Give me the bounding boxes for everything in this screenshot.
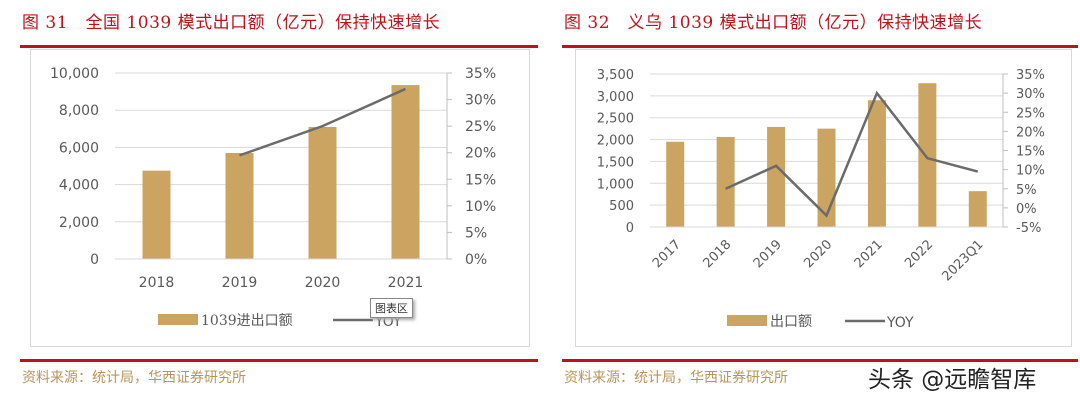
- x-axis-tick-label: 2020: [305, 275, 341, 291]
- title-divider: [20, 45, 538, 48]
- right-axis-tick-label: 35%: [1016, 68, 1045, 83]
- watermark: 头条 @远瞻智库: [868, 367, 1037, 393]
- right-axis-tick-label: 25%: [1016, 106, 1045, 121]
- bar: [867, 100, 886, 227]
- bar: [308, 126, 337, 259]
- bar: [918, 83, 937, 228]
- x-axis-tick-label: 2019: [751, 237, 785, 271]
- chart-title-31: 图 31 全国 1039 模式出口额（亿元）保持快速增长: [22, 13, 441, 33]
- source-divider: [562, 359, 1078, 362]
- left-axis-tick-label: 1,000: [597, 177, 634, 192]
- right-axis-tick-label: 5%: [465, 225, 487, 241]
- source-divider: [20, 359, 538, 362]
- x-axis-tick-label: 2017: [650, 237, 684, 271]
- right-axis-tick-label: -5%: [1016, 221, 1041, 236]
- bar: [391, 85, 420, 259]
- legend-line-label: YOY: [374, 314, 402, 330]
- x-axis-tick-label: 2021: [388, 275, 424, 291]
- legend-bar-label: 出口额: [770, 314, 812, 330]
- x-axis-tick-label: 2021: [852, 237, 886, 271]
- source-note: 资料来源：统计局，华西证券研究所: [22, 370, 246, 386]
- right-axis-tick-label: 0%: [465, 252, 487, 268]
- x-axis-tick-label: 2020: [801, 237, 835, 271]
- left-axis-tick-label: 500: [609, 199, 634, 214]
- bar: [225, 152, 254, 259]
- left-axis-tick-label: 8,000: [59, 103, 99, 119]
- right-axis-tick-label: 5%: [1016, 183, 1037, 198]
- right-axis-tick-label: 10%: [1016, 164, 1045, 179]
- legend-bar-swatch: [158, 314, 198, 325]
- bar: [666, 141, 685, 227]
- title-divider: [562, 45, 1078, 48]
- right-axis-tick-label: 20%: [1016, 125, 1045, 140]
- left-axis-tick-label: 2,000: [59, 215, 99, 231]
- right-axis-tick-label: 30%: [465, 93, 496, 109]
- legend-bar-swatch: [727, 315, 767, 326]
- left-axis-tick-label: 1,500: [597, 155, 634, 170]
- right-axis-tick-label: 20%: [465, 146, 496, 162]
- legend-bar-label: 1039进出口额: [201, 313, 293, 329]
- left-axis-tick-label: 6,000: [59, 140, 99, 156]
- bar: [767, 126, 786, 227]
- left-axis-tick-label: 2,500: [597, 112, 634, 127]
- chart-area-tooltip: 图表区: [370, 298, 413, 318]
- left-axis-tick-label: 3,500: [597, 68, 634, 83]
- bar: [968, 191, 987, 227]
- source-note: 资料来源：统计局，华西证券研究所: [564, 370, 788, 386]
- right-axis-tick-label: 25%: [465, 119, 496, 135]
- right-axis-tick-label: 30%: [1016, 87, 1045, 102]
- bar: [716, 136, 735, 227]
- right-axis-tick-label: 15%: [1016, 145, 1045, 160]
- x-axis-tick-label: 2022: [902, 237, 936, 271]
- right-axis-tick-label: 0%: [1016, 202, 1037, 217]
- left-axis-tick-label: 2,000: [597, 134, 634, 149]
- x-axis-tick-label: 2019: [222, 275, 258, 291]
- x-axis-tick-label: 2023Q1: [940, 237, 987, 284]
- right-axis-tick-label: 10%: [465, 199, 496, 215]
- right-axis-tick-label: 15%: [465, 172, 496, 188]
- left-axis-tick-label: 4,000: [59, 178, 99, 194]
- right-axis-tick-label: 35%: [465, 66, 496, 82]
- x-axis-tick-label: 2018: [139, 275, 175, 291]
- left-axis-tick-label: 10,000: [50, 66, 99, 82]
- yoy-line: [725, 90, 979, 218]
- left-axis-tick-label: 0: [90, 252, 99, 268]
- bar: [142, 170, 171, 259]
- left-axis-tick-label: 3,000: [597, 90, 634, 105]
- left-axis-tick-label: 0: [626, 221, 634, 236]
- x-axis-tick-label: 2018: [700, 237, 734, 271]
- legend-line-label: YOY: [886, 315, 914, 331]
- chart-title-32: 图 32 义乌 1039 模式出口额（亿元）保持快速增长: [564, 13, 983, 33]
